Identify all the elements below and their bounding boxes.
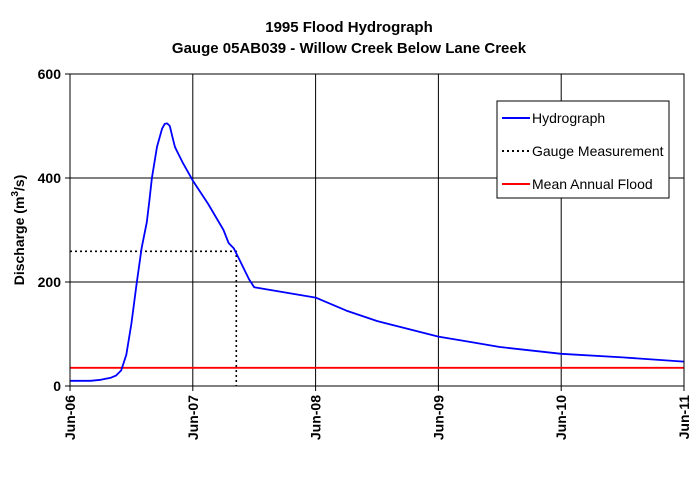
x-tick-label: Jun-10 [553, 395, 569, 440]
y-axis-label: Discharge (m3/s) [10, 175, 27, 286]
y-axis-ticks: 0 200 400 600 [38, 66, 70, 394]
y-axis-label-main: Discharge (m [11, 197, 27, 286]
chart-subtitle: Gauge 05AB039 - Willow Creek Below Lane … [172, 40, 527, 57]
series-line-hydrograph [70, 122, 685, 382]
legend: Hydrograph Gauge Measurement Mean Annual… [496, 100, 670, 199]
x-tick-label: Jun-06 [62, 395, 78, 440]
legend-label-hydrograph: Hydrograph [532, 110, 605, 126]
legend-label-gauge-measurement: Gauge Measurement [532, 143, 664, 159]
plot-border [69, 73, 685, 387]
y-tick-label: 600 [38, 66, 62, 82]
chart-title: 1995 Flood Hydrograph [265, 19, 433, 36]
y-axis-label-tail: /s) [11, 175, 27, 191]
series-layer [70, 122, 685, 386]
y-axis-label-superscript: 3 [10, 191, 21, 197]
series-line-gauge-measurement [70, 250, 238, 386]
x-tick-label: Jun-09 [430, 395, 446, 440]
x-tick-label: Jun-08 [308, 395, 324, 440]
x-tick-label: Jun-11 [676, 395, 692, 440]
y-tick-label: 400 [38, 170, 62, 186]
x-tick-label: Jun-07 [185, 395, 201, 440]
y-tick-label: 200 [38, 274, 62, 290]
x-axis-ticks: Jun-06 Jun-07 Jun-08 Jun-09 Jun-10 Jun-11 [62, 386, 692, 440]
y-tick-label: 0 [53, 378, 61, 394]
legend-label-mean-annual-flood: Mean Annual Flood [532, 176, 653, 192]
